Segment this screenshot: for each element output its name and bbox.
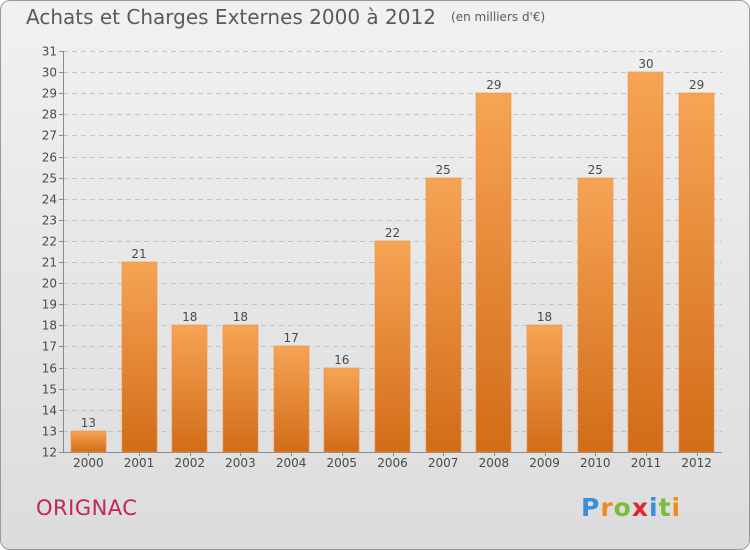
bar [577,177,614,453]
y-tick-label: 24 [42,193,57,207]
y-tick-label: 31 [42,45,57,59]
y-tick-label: 28 [42,108,57,122]
title-line: Achats et Charges Externes 2000 à 2012 (… [26,5,545,29]
x-tick-label: 2011 [631,456,662,470]
y-tick-label: 30 [42,66,57,80]
y-tick-label: 21 [42,256,57,270]
bar-value-label: 29 [486,78,501,92]
x-tick-label: 2004 [276,456,307,470]
x-tick-label: 2008 [479,456,510,470]
proxiti-logo: Proxiti [581,493,681,522]
y-tick-label: 18 [42,319,57,333]
chart-subtitle: (en milliers d'€) [451,10,546,24]
x-tick-label: 2007 [428,456,459,470]
chart-title: Achats et Charges Externes 2000 à 2012 [26,5,436,29]
logo-letter: o [613,493,632,522]
bar-value-label: 17 [283,331,298,345]
bar-value-label: 25 [436,163,451,177]
bar [475,92,512,453]
logo-letter: i [671,493,682,522]
commune-name: ORIGNAC [36,496,138,520]
bar-value-label: 30 [638,57,653,71]
y-tick-label: 25 [42,172,57,186]
bar-value-label: 18 [537,310,552,324]
logo-letter: x [631,493,649,522]
x-tick-label: 2012 [681,456,712,470]
bar [121,261,158,453]
bar [425,177,462,453]
bar [323,367,360,453]
x-tick-label: 2010 [580,456,611,470]
bar [678,92,715,453]
x-tick-label: 2006 [377,456,408,470]
axis-layer: 12 13 14 15 16 17 18 19 20 21 22 23 24 25 26 27 28 29 30 31… [42,45,722,470]
y-tick-label: 26 [42,151,57,165]
bar-value-label: 18 [233,310,248,324]
bar [171,324,208,453]
label-layer: 13 21 18 18 17 16 22 25 29 18 25 30 29 [81,57,705,430]
logo-letter: P [581,493,601,522]
bar-value-label: 22 [385,226,400,240]
x-tick-label: 2001 [124,456,155,470]
y-tick-label: 16 [42,362,57,376]
logo-letter: t [658,493,672,522]
y-tick-label: 19 [42,298,57,312]
x-tick-label: 2005 [327,456,358,470]
bar [222,324,259,453]
y-tick-label: 22 [42,235,57,249]
bar [273,345,310,453]
x-tick-label: 2003 [225,456,256,470]
bar [627,71,664,453]
x-tick-label: 2000 [73,456,104,470]
bar [70,430,107,453]
bar [374,240,411,453]
y-tick-label: 17 [42,340,57,354]
bar-layer [70,71,715,453]
y-tick-label: 20 [42,277,57,291]
x-tick-label: 2009 [529,456,560,470]
logo-letter: r [600,493,614,522]
y-tick-label: 13 [42,425,57,439]
y-tick-label: 14 [42,404,57,418]
y-tick-label: 27 [42,129,57,143]
y-tick-label: 15 [42,383,57,397]
bar-value-label: 29 [689,78,704,92]
y-tick-label: 29 [42,87,57,101]
bar-value-label: 25 [588,163,603,177]
y-tick-label: 12 [42,446,57,460]
x-tick-label: 2002 [174,456,205,470]
bar-value-label: 18 [182,310,197,324]
logo-letter: i [649,493,659,522]
bar-value-label: 16 [334,353,349,367]
bar-value-label: 21 [131,247,146,261]
y-tick-label: 23 [42,214,57,228]
bar [526,324,563,453]
bar-value-label: 13 [81,416,96,430]
